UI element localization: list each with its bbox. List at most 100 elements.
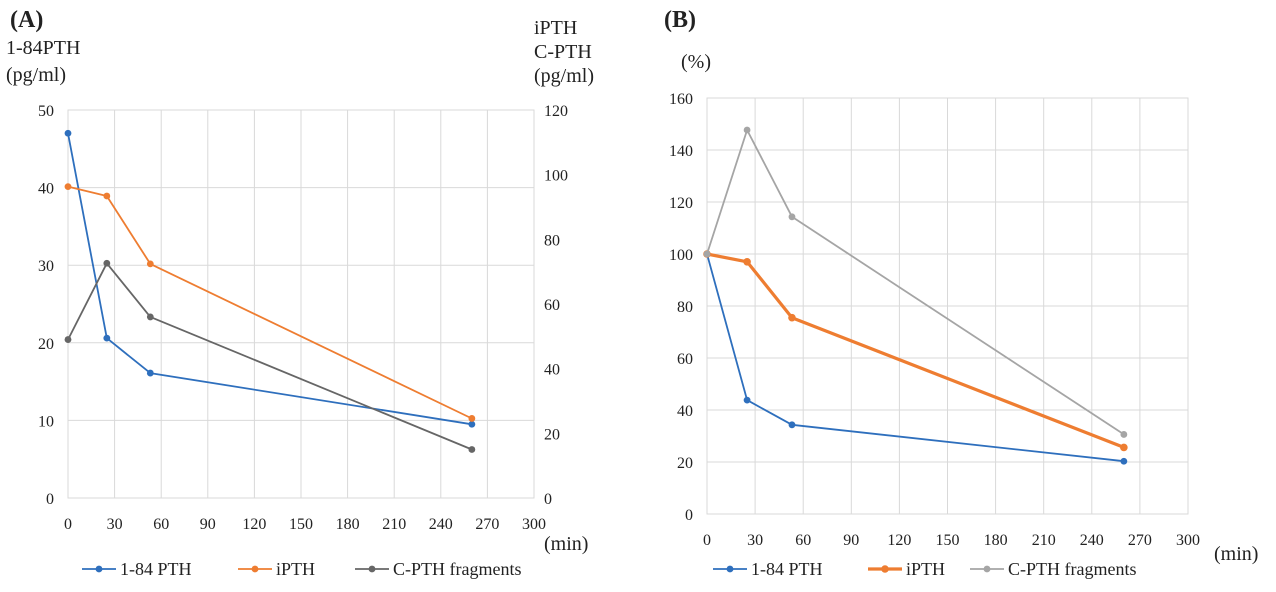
data-point — [743, 258, 751, 266]
y-left-tick-label: 10 — [38, 413, 54, 430]
x-tick-label: 90 — [843, 532, 859, 549]
data-point — [743, 126, 751, 134]
y-right-tick-label: 40 — [544, 362, 560, 379]
chart-panel-a: 0 30 60 90 120 150 180 210 240 270 300 0 10 20 30 40 50 0… — [6, 7, 594, 579]
x-tick-label: 150 — [289, 516, 313, 533]
y-left-axis-title: 1-84PTH — [6, 37, 80, 59]
series-line — [67, 133, 473, 426]
x-tick-label: 180 — [984, 532, 1008, 549]
x-tick-label: 0 — [703, 532, 711, 549]
y-left-tick-label: 160 — [669, 91, 693, 108]
legend-swatch-marker — [95, 565, 103, 573]
legend-item: iPTH — [868, 559, 945, 579]
data-point — [468, 446, 476, 453]
y-left-tick-label: 20 — [38, 336, 54, 353]
series-ipth — [703, 250, 1128, 452]
series-c-pth-fragments — [703, 126, 1128, 438]
data-point — [1120, 443, 1128, 452]
legend-label: 1-84 PTH — [120, 559, 192, 579]
panel-label: (A) — [10, 7, 43, 33]
y-right-tick-label: 20 — [544, 426, 560, 443]
legend: 1-84 PTH iPTH C-PTH fragments — [713, 559, 1136, 579]
series-1-84-pth — [64, 129, 476, 428]
x-tick-label: 30 — [107, 516, 123, 533]
data-point — [1120, 431, 1128, 438]
chart-panel-b: 0 30 60 90 120 150 180 210 240 270 300 0 20 40 60 80 100… — [664, 7, 1258, 579]
data-point — [103, 192, 111, 200]
x-tick-label: 60 — [153, 516, 169, 533]
y-left-tick-label: 0 — [685, 507, 693, 524]
data-point — [103, 259, 111, 267]
data-point — [103, 334, 111, 342]
y-left-tick-label: 100 — [669, 247, 693, 264]
x-tick-label: 240 — [1080, 532, 1104, 549]
x-tick-label: 60 — [795, 532, 811, 549]
data-point — [788, 213, 796, 221]
legend-item: 1-84 PTH — [82, 559, 192, 579]
data-point — [64, 336, 72, 343]
y-left-tick-label: 30 — [38, 258, 54, 275]
y-left-tick-label: 0 — [46, 491, 54, 508]
panel-label: (B) — [664, 7, 696, 33]
legend-swatch-marker — [983, 565, 991, 573]
series-c-pth-fragments — [64, 259, 476, 453]
legend-swatch-marker — [726, 565, 734, 573]
y-right-tick-label: 80 — [544, 232, 560, 249]
y-right-axis-title: iPTH — [534, 17, 577, 39]
legend-swatch-marker — [368, 565, 376, 573]
legend-item: C-PTH fragments — [355, 559, 521, 579]
data-point — [788, 421, 796, 429]
y-left-tick-label: 140 — [669, 143, 693, 160]
legend-item: iPTH — [238, 559, 315, 579]
x-tick-label: 270 — [1128, 532, 1152, 549]
legend-item: C-PTH fragments — [970, 559, 1136, 579]
y-right-tick-label: 100 — [544, 168, 568, 185]
x-tick-label: 300 — [522, 516, 546, 533]
legend-label: 1-84 PTH — [751, 559, 823, 579]
y-left-tick-label: 40 — [677, 403, 693, 420]
x-tick-label: 210 — [1032, 532, 1056, 549]
data-point — [64, 129, 72, 137]
data-point — [146, 313, 154, 321]
legend-label: iPTH — [276, 559, 315, 579]
y-left-tick-label: 120 — [669, 195, 693, 212]
legend-swatch-marker — [881, 565, 889, 573]
data-point — [1120, 457, 1128, 465]
x-tick-label: 300 — [1176, 532, 1200, 549]
legend-item: 1-84 PTH — [713, 559, 823, 579]
y-right-tick-label: 60 — [544, 297, 560, 314]
series-ipth — [64, 183, 476, 422]
y-left-tick-label: 60 — [677, 351, 693, 368]
data-point — [788, 313, 796, 322]
x-tick-label: 0 — [64, 516, 72, 533]
legend-label: C-PTH fragments — [393, 559, 521, 579]
y-right-axis-title: (pg/ml) — [534, 65, 594, 87]
legend: 1-84 PTH iPTH C-PTH fragments — [82, 559, 521, 579]
data-point — [146, 260, 154, 268]
x-tick-label: 270 — [475, 516, 499, 533]
y-left-axis-title: (%) — [681, 51, 711, 73]
data-point — [468, 420, 476, 428]
legend-label: iPTH — [906, 559, 945, 579]
y-right-tick-label: 0 — [544, 491, 552, 508]
x-tick-label: 150 — [936, 532, 960, 549]
series-line — [67, 185, 473, 420]
data-point — [468, 415, 476, 422]
y-left-tick-label: 80 — [677, 299, 693, 316]
y-right-tick-label: 120 — [544, 103, 568, 120]
data-point — [64, 183, 72, 191]
legend-swatch-marker — [251, 565, 259, 573]
x-tick-label: 180 — [336, 516, 360, 533]
series-line — [67, 262, 473, 451]
data-point — [146, 369, 154, 377]
y-right-axis-title: C-PTH — [534, 41, 592, 63]
x-axis-unit-label: (min) — [544, 533, 588, 555]
x-axis-unit-label: (min) — [1214, 543, 1258, 565]
x-tick-label: 240 — [429, 516, 453, 533]
x-tick-label: 90 — [200, 516, 216, 533]
y-left-tick-label: 20 — [677, 455, 693, 472]
series-line — [706, 253, 1124, 463]
y-left-tick-label: 50 — [38, 103, 54, 120]
